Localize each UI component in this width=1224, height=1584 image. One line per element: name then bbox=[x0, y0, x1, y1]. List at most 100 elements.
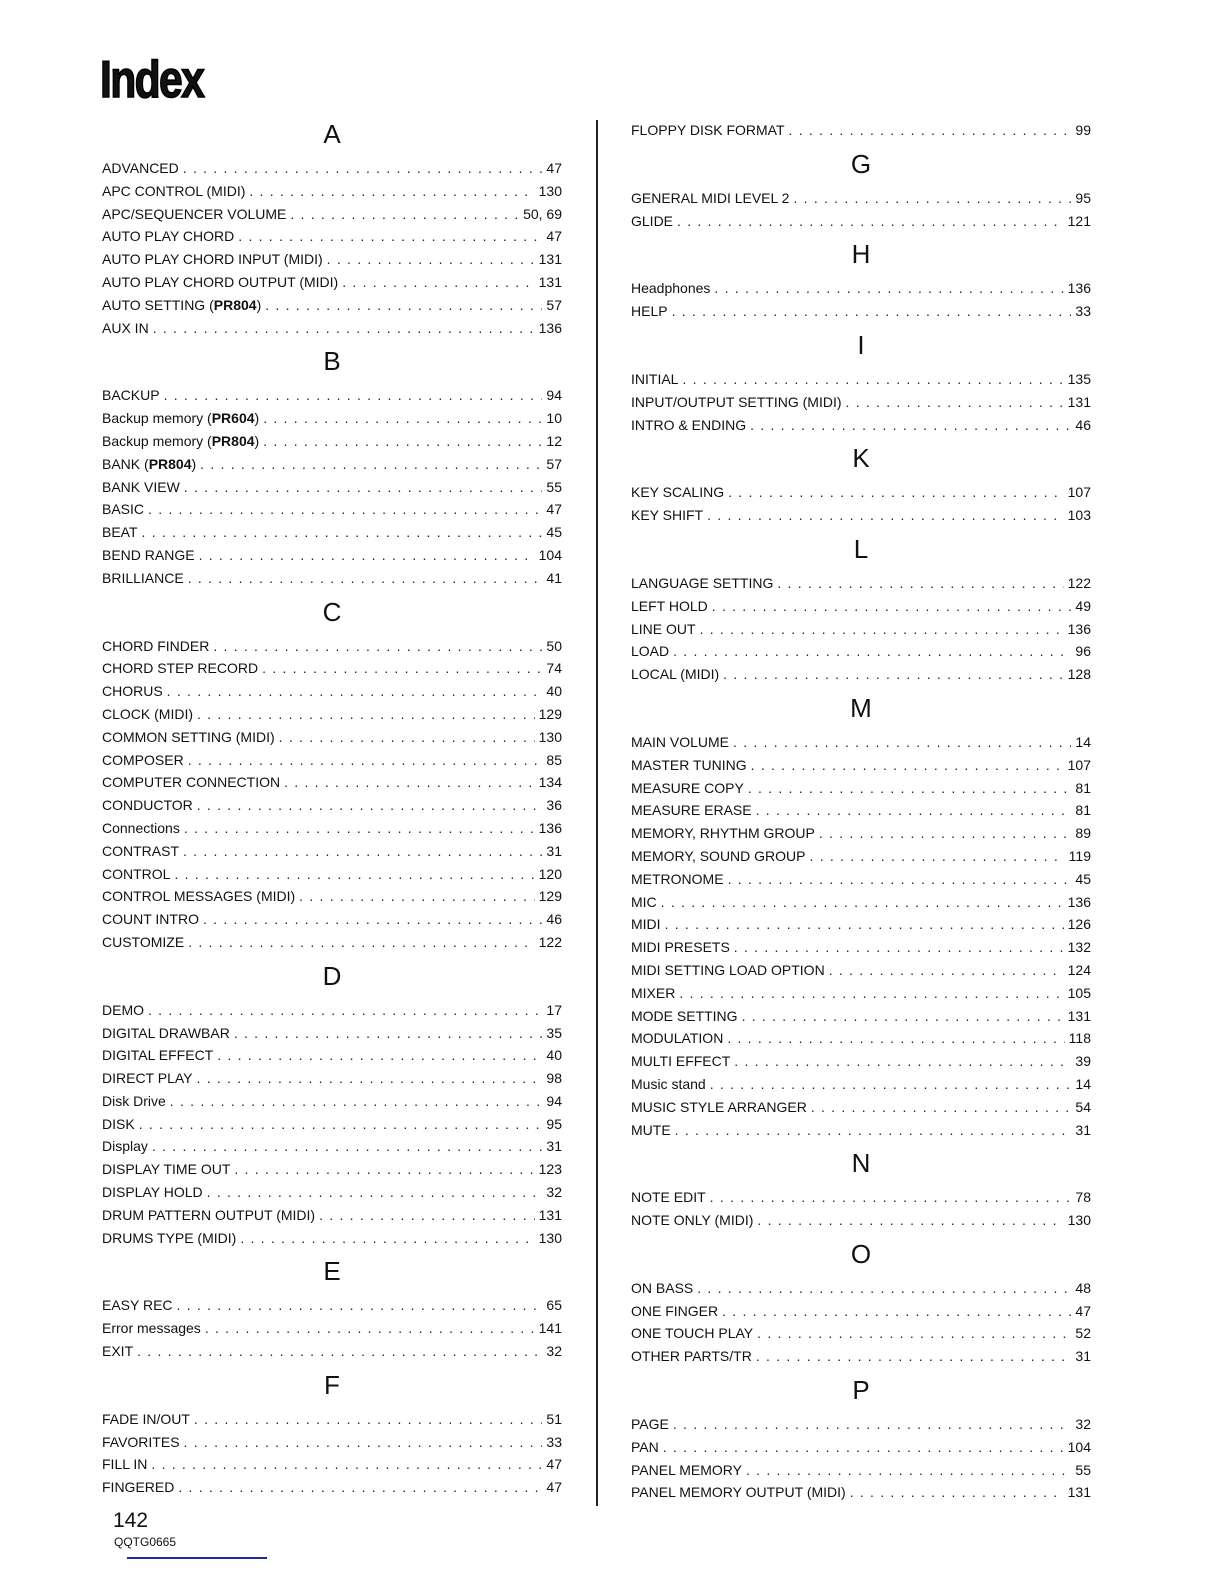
entry-term: PAN bbox=[631, 1436, 659, 1459]
entry-term-text: BEND RANGE bbox=[102, 546, 195, 563]
entry-term: FADE IN/OUT bbox=[102, 1408, 190, 1431]
entry-term: INTRO & ENDING bbox=[631, 414, 746, 437]
entry-page-ref: 136 bbox=[1067, 280, 1091, 297]
dot-leader bbox=[178, 1476, 542, 1499]
index-entry: CONTROL MESSAGES (MIDI) 129 bbox=[102, 885, 562, 908]
entry-page-ref: 10 bbox=[546, 410, 562, 427]
dot-leader bbox=[672, 300, 1072, 323]
entry-term-text: CHORD FINDER bbox=[102, 637, 210, 654]
entry-term: GENERAL MIDI LEVEL 2 bbox=[631, 187, 789, 210]
dot-leader bbox=[789, 119, 1072, 142]
entry-term: CLOCK (MIDI) bbox=[102, 703, 193, 726]
index-entry: APC CONTROL (MIDI) 130 bbox=[102, 180, 562, 203]
entry-page-ref: 107 bbox=[1067, 756, 1091, 773]
index-entry: INITIAL 135 bbox=[631, 368, 1091, 391]
entry-page-ref: 46 bbox=[546, 911, 562, 928]
entry-term: NOTE ONLY (MIDI) bbox=[631, 1209, 753, 1232]
section-letter-heading: K bbox=[852, 443, 870, 474]
index-entry: MULTI EFFECT 39 bbox=[631, 1050, 1091, 1073]
index-entry: Music stand 14 bbox=[631, 1073, 1091, 1096]
entry-term: APC CONTROL (MIDI) bbox=[102, 180, 245, 203]
index-entry: ON BASS 48 bbox=[631, 1277, 1091, 1300]
entry-page-ref: 47 bbox=[546, 501, 562, 518]
entry-term-text: LOAD bbox=[631, 643, 670, 660]
entry-page-ref: 136 bbox=[538, 819, 562, 836]
entry-term-text: MUSIC STYLE ARRANGER bbox=[631, 1098, 807, 1115]
dot-leader bbox=[137, 1340, 542, 1363]
entry-term-text: COMPOSER bbox=[102, 751, 184, 768]
dot-leader bbox=[164, 384, 543, 407]
index-entry: CHORUS 40 bbox=[102, 680, 562, 703]
entry-term-text: Connections bbox=[102, 819, 180, 836]
index-entry: LINE OUT 136 bbox=[631, 618, 1091, 641]
dot-leader bbox=[184, 476, 543, 499]
entry-term-text: MIDI bbox=[631, 916, 661, 933]
index-entry: NOTE ONLY (MIDI) 130 bbox=[631, 1209, 1091, 1232]
dot-leader bbox=[712, 595, 1072, 618]
entry-term-text: Backup memory ( bbox=[102, 432, 212, 449]
dot-leader bbox=[177, 1294, 543, 1317]
index-entry: ONE FINGER 47 bbox=[631, 1300, 1091, 1323]
dot-leader bbox=[205, 1317, 535, 1340]
entry-term-text: Backup memory ( bbox=[102, 410, 212, 427]
index-entry: COMMON SETTING (MIDI) 130 bbox=[102, 726, 562, 749]
index-entry: PAGE 32 bbox=[631, 1413, 1091, 1436]
entry-term-text: FILL IN bbox=[102, 1456, 148, 1473]
entry-term-text: NOTE ONLY (MIDI) bbox=[631, 1212, 754, 1229]
entry-term: CHORUS bbox=[102, 680, 163, 703]
entry-term: CONTROL bbox=[102, 863, 170, 886]
entry-term-text: COMPUTER CONNECTION bbox=[102, 774, 281, 791]
dot-leader bbox=[197, 794, 543, 817]
entry-page-ref: 49 bbox=[1075, 597, 1091, 614]
index-entry: KEY SHIFT 103 bbox=[631, 504, 1091, 527]
entry-term: INPUT/OUTPUT SETTING (MIDI) bbox=[631, 391, 842, 414]
entry-term: Connections bbox=[102, 817, 180, 840]
index-entry: AUTO PLAY CHORD OUTPUT (MIDI) 131 bbox=[102, 271, 562, 294]
entry-term: FINGERED bbox=[102, 1476, 174, 1499]
entry-page-ref: 32 bbox=[1075, 1416, 1091, 1433]
index-entry: DIGITAL DRAWBAR 35 bbox=[102, 1022, 562, 1045]
entry-page-ref: 131 bbox=[1067, 1484, 1091, 1501]
index-entry: BACKUP 94 bbox=[102, 384, 562, 407]
dot-leader bbox=[184, 817, 535, 840]
entry-page-ref: 131 bbox=[538, 251, 562, 268]
entry-page-ref: 78 bbox=[1075, 1189, 1091, 1206]
section-letter-heading: N bbox=[851, 1148, 871, 1179]
entry-term-text: MIDI SETTING LOAD OPTION bbox=[631, 961, 825, 978]
entry-term: DISPLAY HOLD bbox=[102, 1181, 203, 1204]
index-entry: FLOPPY DISK FORMAT 99 bbox=[631, 119, 1091, 142]
entry-term: CONDUCTOR bbox=[102, 794, 193, 817]
entry-page-ref: 12 bbox=[546, 432, 562, 449]
entry-term-text: CLOCK (MIDI) bbox=[102, 705, 193, 722]
entry-term: MAIN VOLUME bbox=[631, 731, 729, 754]
entry-term: FAVORITES bbox=[102, 1431, 180, 1454]
entry-page-ref: 103 bbox=[1067, 507, 1091, 524]
entry-page-ref: 17 bbox=[546, 1001, 562, 1018]
index-entry: MIDI PRESETS 132 bbox=[631, 936, 1091, 959]
entry-term-text: MULTI EFFECT bbox=[631, 1053, 731, 1070]
dot-leader bbox=[148, 498, 542, 521]
index-entry: MIDI 126 bbox=[631, 913, 1091, 936]
dot-leader bbox=[279, 726, 535, 749]
dot-leader bbox=[263, 407, 542, 430]
entry-term: PANEL MEMORY OUTPUT (MIDI) bbox=[631, 1481, 846, 1504]
entry-page-ref: 55 bbox=[546, 478, 562, 495]
index-entry: METRONOME 45 bbox=[631, 868, 1091, 891]
dot-leader bbox=[679, 982, 1063, 1005]
entry-term: PAGE bbox=[631, 1413, 669, 1436]
index-entry: BASIC 47 bbox=[102, 498, 562, 521]
entry-page-ref: 107 bbox=[1067, 484, 1091, 501]
entry-term: HELP bbox=[631, 300, 668, 323]
entry-term-text: FADE IN/OUT bbox=[102, 1410, 190, 1427]
column-divider bbox=[596, 120, 598, 1506]
entry-page-ref: 94 bbox=[546, 387, 562, 404]
entry-term-text: DIGITAL DRAWBAR bbox=[102, 1024, 230, 1041]
entry-term-text: FLOPPY DISK FORMAT bbox=[631, 122, 785, 138]
index-entry: COMPOSER 85 bbox=[102, 749, 562, 772]
dot-leader bbox=[829, 959, 1064, 982]
entry-page-ref: 124 bbox=[1067, 961, 1091, 978]
entry-page-ref: 105 bbox=[1067, 984, 1091, 1001]
dot-leader bbox=[707, 504, 1064, 527]
entry-term: MODULATION bbox=[631, 1027, 723, 1050]
entry-term: BRILLIANCE bbox=[102, 567, 184, 590]
